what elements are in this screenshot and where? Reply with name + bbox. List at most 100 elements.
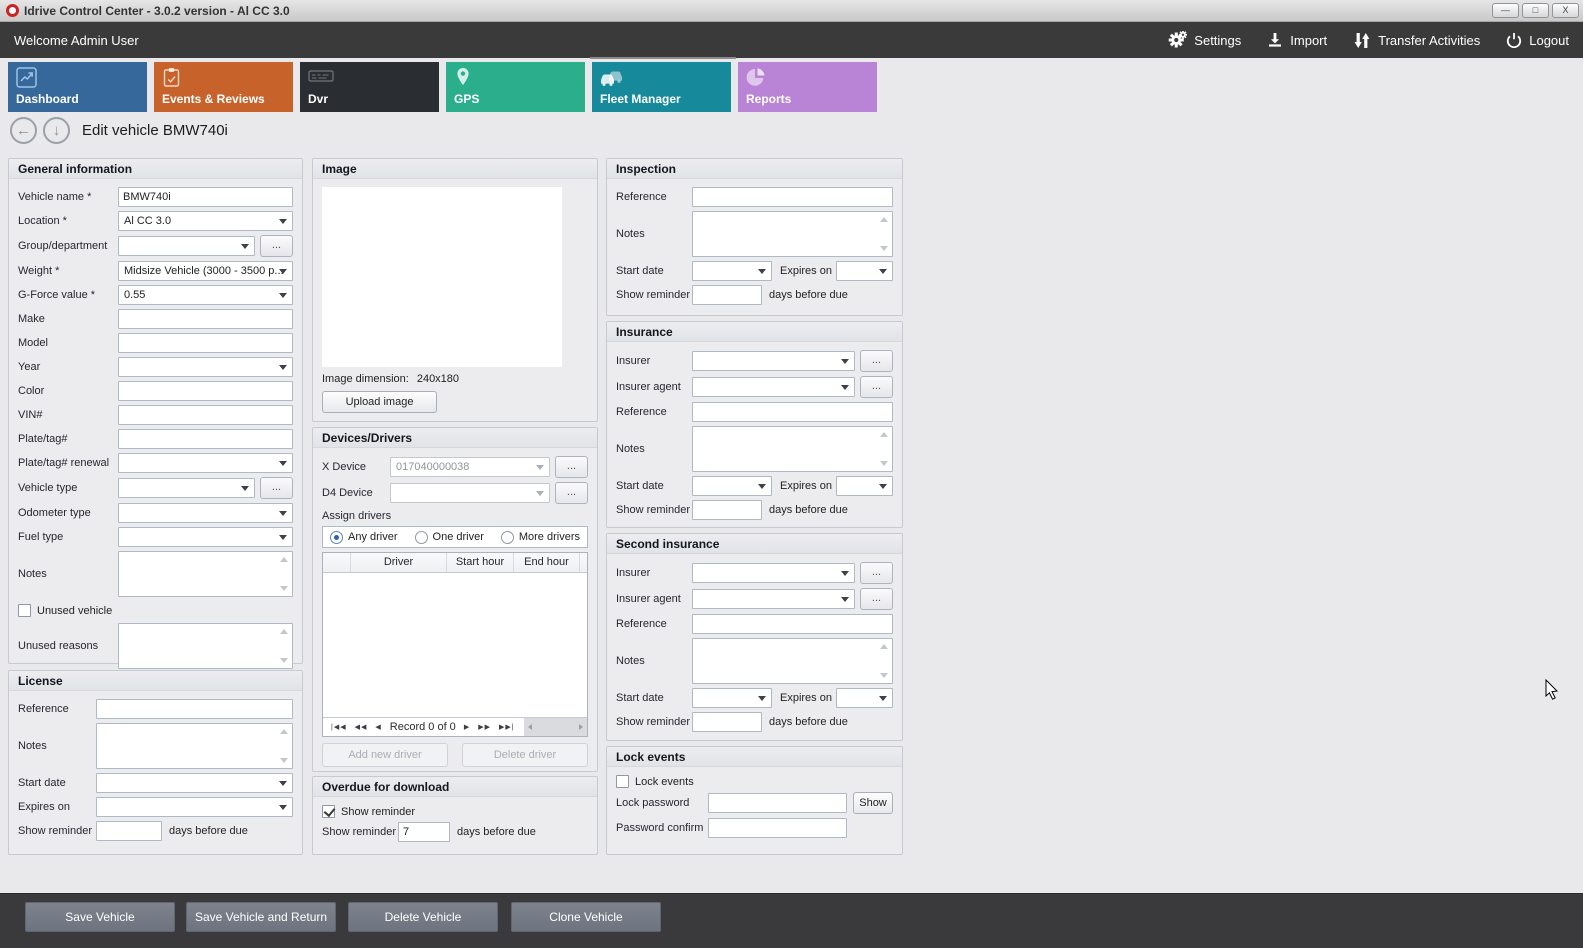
- license-reference-field[interactable]: [96, 699, 293, 719]
- insurance-reminder-field[interactable]: [692, 500, 762, 520]
- transfer-activities-button[interactable]: Transfer Activities: [1353, 32, 1480, 49]
- license-expires-dropdown[interactable]: [96, 797, 293, 817]
- more-drivers-radio[interactable]: More drivers: [500, 530, 580, 544]
- one-driver-radio[interactable]: One driver: [414, 530, 484, 544]
- vin-field[interactable]: [118, 405, 293, 425]
- insurance-reference-label: Reference: [616, 406, 667, 418]
- second-insurance-insurer-dropdown[interactable]: [692, 563, 855, 583]
- nav-prev-page-icon[interactable]: ◀◀: [354, 724, 368, 731]
- inspection-notes-textarea[interactable]: [692, 211, 893, 257]
- second-insurance-notes-textarea[interactable]: [692, 638, 893, 684]
- vehicle-name-field[interactable]: [118, 187, 293, 207]
- license-notes-textarea[interactable]: [96, 723, 293, 769]
- insurance-agent-browse-button[interactable]: ...: [860, 376, 893, 398]
- logout-button[interactable]: Logout: [1506, 32, 1569, 48]
- x-device-browse-button[interactable]: ...: [555, 456, 588, 478]
- second-insurance-expires-dropdown[interactable]: [836, 688, 893, 708]
- year-dropdown[interactable]: [118, 357, 293, 377]
- notes-textarea[interactable]: [118, 551, 293, 597]
- color-field[interactable]: [118, 381, 293, 401]
- save-vehicle-button[interactable]: Save Vehicle: [25, 902, 175, 932]
- weight-dropdown[interactable]: Midsize Vehicle (3000 - 3500 p...: [118, 261, 293, 281]
- second-insurance-reminder-field[interactable]: [692, 712, 762, 732]
- tab-fleet-manager[interactable]: Fleet Manager: [590, 57, 736, 112]
- license-start-date-dropdown[interactable]: [96, 773, 293, 793]
- inspection-reference-field[interactable]: [692, 187, 893, 207]
- unused-vehicle-checkbox[interactable]: [18, 604, 31, 617]
- grid-header-start-hour[interactable]: Start hour: [447, 553, 514, 572]
- tab-gps[interactable]: GPS: [446, 62, 585, 112]
- nav-prev-icon[interactable]: ◀: [375, 724, 382, 731]
- scroll-down-icon: [280, 586, 288, 591]
- insurance-agent-dropdown[interactable]: [692, 377, 855, 397]
- second-insurance-reference-field[interactable]: [692, 614, 893, 634]
- nav-first-icon[interactable]: |◀◀: [331, 724, 347, 731]
- nav-last-icon[interactable]: ▶▶|: [498, 724, 515, 731]
- inspection-expires-dropdown[interactable]: [836, 261, 893, 281]
- grid-header-driver[interactable]: Driver: [351, 553, 447, 572]
- vehicle-type-browse-button[interactable]: ...: [260, 477, 293, 499]
- horizontal-scrollbar[interactable]: [523, 718, 587, 736]
- scroll-down-icon: [280, 658, 288, 663]
- unused-vehicle-row: Unused vehicle: [18, 604, 293, 617]
- any-driver-radio[interactable]: Any driver: [330, 530, 398, 544]
- model-field[interactable]: [118, 333, 293, 353]
- scroll-down-button[interactable]: ↓: [43, 117, 70, 144]
- nav-next-page-icon[interactable]: ▶▶: [478, 724, 491, 731]
- maximize-button[interactable]: □: [1522, 3, 1549, 18]
- inspection-reminder-field[interactable]: [692, 285, 762, 305]
- insurance-reference-field[interactable]: [692, 402, 893, 422]
- nav-next-icon[interactable]: ▶: [463, 724, 471, 731]
- x-device-dropdown[interactable]: 017040000038: [390, 457, 550, 477]
- settings-button[interactable]: Settings: [1167, 31, 1241, 49]
- save-vehicle-return-button[interactable]: Save Vehicle and Return: [186, 902, 336, 932]
- license-reminder-field[interactable]: [96, 821, 162, 841]
- inspection-reference-label: Reference: [616, 191, 667, 203]
- second-insurance-agent-browse-button[interactable]: ...: [860, 588, 893, 610]
- import-button[interactable]: Import: [1267, 32, 1327, 48]
- insurance-insurer-dropdown[interactable]: [692, 351, 855, 371]
- unused-reasons-textarea[interactable]: [118, 623, 293, 669]
- overdue-show-reminder-checkbox[interactable]: [322, 805, 335, 818]
- upload-image-button[interactable]: Upload image: [322, 391, 437, 413]
- delete-driver-button[interactable]: Delete driver: [462, 743, 588, 767]
- delete-vehicle-button[interactable]: Delete Vehicle: [348, 902, 498, 932]
- insurance-expires-dropdown[interactable]: [836, 476, 893, 496]
- second-insurance-start-date-dropdown[interactable]: [692, 688, 772, 708]
- insurance-notes-textarea[interactable]: [692, 426, 893, 472]
- add-new-driver-button[interactable]: Add new driver: [322, 743, 448, 767]
- clone-vehicle-button[interactable]: Clone Vehicle: [511, 902, 661, 932]
- overdue-reminder-field[interactable]: [398, 822, 450, 842]
- tab-reports[interactable]: Reports: [738, 62, 877, 112]
- make-field[interactable]: [118, 309, 293, 329]
- password-confirm-field[interactable]: [708, 818, 847, 838]
- drivers-grid-body[interactable]: [323, 573, 587, 717]
- plate-renewal-dropdown[interactable]: [118, 453, 293, 473]
- d4-device-dropdown[interactable]: [390, 483, 550, 503]
- insurance-insurer-browse-button[interactable]: ...: [860, 350, 893, 372]
- tab-events-reviews[interactable]: Events & Reviews: [154, 62, 293, 112]
- plate-field[interactable]: [118, 429, 293, 449]
- location-dropdown[interactable]: Al CC 3.0: [118, 211, 293, 231]
- tab-dvr[interactable]: Dvr: [300, 62, 439, 112]
- lock-events-checkbox[interactable]: [616, 775, 629, 788]
- inspection-start-date-dropdown[interactable]: [692, 261, 772, 281]
- vehicle-type-dropdown[interactable]: [118, 478, 255, 498]
- scroll-up-icon: [880, 644, 888, 649]
- group-department-dropdown[interactable]: [118, 236, 255, 256]
- tab-dashboard[interactable]: Dashboard: [8, 62, 147, 112]
- close-button[interactable]: X: [1552, 3, 1579, 18]
- lock-password-field[interactable]: [708, 793, 847, 813]
- back-button[interactable]: ←: [10, 117, 37, 144]
- gforce-dropdown[interactable]: 0.55: [118, 285, 293, 305]
- insurance-start-date-dropdown[interactable]: [692, 476, 772, 496]
- show-password-button[interactable]: Show: [853, 792, 893, 814]
- second-insurance-agent-dropdown[interactable]: [692, 589, 855, 609]
- group-department-browse-button[interactable]: ...: [260, 235, 293, 257]
- minimize-button[interactable]: —: [1492, 3, 1519, 18]
- grid-header-end-hour[interactable]: End hour: [514, 553, 580, 572]
- second-insurance-insurer-browse-button[interactable]: ...: [860, 562, 893, 584]
- fuel-type-dropdown[interactable]: [118, 527, 293, 547]
- odometer-type-dropdown[interactable]: [118, 503, 293, 523]
- d4-device-browse-button[interactable]: ...: [555, 482, 588, 504]
